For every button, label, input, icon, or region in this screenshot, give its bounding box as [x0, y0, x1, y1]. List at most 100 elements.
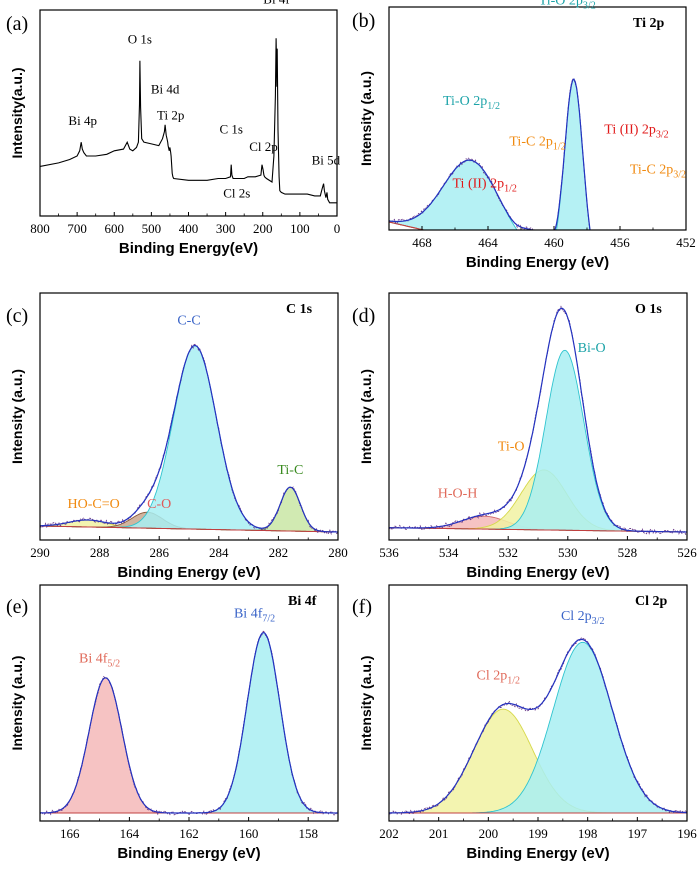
panel-f: 202 201 200 199 198 197 196 Binding Energy (eV)… — [352, 584, 697, 862]
component-label: Ti-O 2p3/2 — [539, 0, 596, 11]
x-tick-label: 600 — [105, 221, 125, 236]
x-tick-label: 526 — [677, 545, 697, 560]
component-label: Ti-O — [498, 440, 525, 455]
y-axis-label: Intensity (a.u.) — [358, 656, 374, 751]
y-axis-label: Intensity(a.u.) — [9, 67, 25, 158]
component-label: HO-C=O — [68, 497, 120, 512]
peak-annotation: Bi 4f — [263, 0, 290, 7]
x-tick-label: 284 — [209, 545, 229, 560]
peak-ti-o-2p1-2 — [389, 159, 518, 230]
panel-c: 290 288 286 284 282 280 Binding Energy (eV) Int… — [6, 292, 348, 581]
x-tick-label: 700 — [67, 221, 87, 236]
peak-annotation: Bi 5d — [312, 153, 341, 168]
component-label: Ti (II) 2p1/2 — [453, 177, 517, 195]
panel-label: (e) — [6, 596, 28, 618]
y-axis-label: Intensity (a.u.) — [9, 656, 25, 751]
y-axis-label: Intensity (a.u.) — [9, 369, 25, 464]
x-tick-label: 202 — [379, 826, 399, 841]
plot-area — [40, 629, 338, 816]
peak-ti-o-2p3-2 — [389, 78, 591, 230]
x-tick-label: 158 — [298, 826, 318, 841]
x-tick-label: 282 — [269, 545, 289, 560]
x-tick-label: 198 — [578, 826, 598, 841]
peak-annotation: Cl 2s — [223, 186, 250, 201]
x-tick-label: 201 — [429, 826, 449, 841]
panel-label: (b) — [352, 10, 375, 32]
component-label: Ti (II) 2p3/2 — [604, 122, 668, 140]
component-label: C-C — [177, 314, 200, 329]
component-label: Ti-O 2p1/2 — [443, 94, 500, 112]
component-label: Ti-C — [277, 463, 303, 478]
plot-area — [40, 38, 337, 204]
x-tick-label: 468 — [412, 235, 432, 250]
peak-annotation: Cl 2p — [249, 139, 278, 154]
component-label: H-O-H — [438, 487, 478, 502]
raw-data-line — [389, 78, 591, 230]
component-label: Ti-C 2p3/2 — [630, 163, 686, 181]
x-tick-label: 199 — [528, 826, 548, 841]
x-axis-label: Binding Energy (eV) — [117, 564, 260, 581]
panel-title: Bi 4f — [288, 594, 317, 609]
panel-label: (c) — [6, 305, 28, 327]
x-tick-label: 288 — [90, 545, 110, 560]
x-tick-label: 532 — [498, 545, 518, 560]
panel-label: (f) — [352, 596, 372, 618]
panel-a: 800 700 600 500 400 300 200 100 0 Binding Energy(… — [6, 0, 341, 257]
x-tick-label: 800 — [30, 221, 50, 236]
x-tick-label: 0 — [334, 221, 341, 236]
x-axis-label: Binding Energy (eV) — [466, 564, 609, 581]
x-tick-label: 280 — [328, 545, 348, 560]
x-axis-label: Binding Energy(eV) — [119, 240, 258, 257]
component-label: Ti-C 2p1/2 — [509, 134, 565, 152]
component-label: Bi 4f7/2 — [234, 607, 275, 625]
component-label: Cl 2p3/2 — [561, 609, 605, 627]
plot-frame — [388, 6, 687, 231]
panel-title: O 1s — [635, 302, 662, 317]
envelope-line — [40, 344, 338, 533]
envelope-line — [40, 631, 338, 814]
plot-area — [389, 305, 687, 536]
panel-b: 468 464 460 456 452 Binding Energy (eV) Intens… — [352, 0, 696, 271]
x-tick-label: 290 — [30, 545, 50, 560]
x-axis-label: Binding Energy (eV) — [117, 845, 260, 862]
peak-annotation: Bi 4d — [151, 82, 180, 97]
panel-label: (a) — [6, 13, 28, 35]
x-tick-label: 534 — [439, 545, 459, 560]
survey-line — [40, 38, 337, 204]
x-tick-label: 528 — [618, 545, 638, 560]
background-line — [40, 525, 338, 533]
x-tick-label: 300 — [216, 221, 236, 236]
plot-area — [389, 78, 591, 230]
x-tick-label: 164 — [120, 826, 140, 841]
y-axis-label: Intensity (a.u.) — [358, 71, 374, 166]
envelope-line — [389, 638, 687, 814]
x-tick-label: 166 — [60, 826, 80, 841]
peak-annotation: C 1s — [219, 121, 242, 136]
x-tick-label: 536 — [379, 545, 399, 560]
envelope-line — [389, 307, 687, 533]
x-tick-label: 456 — [610, 235, 630, 250]
x-tick-label: 162 — [179, 826, 199, 841]
component-label: C-O — [147, 497, 171, 512]
x-tick-label: 197 — [628, 826, 648, 841]
envelope-line — [389, 78, 591, 230]
component-label: Cl 2p1/2 — [477, 668, 521, 686]
panel-title: C 1s — [286, 302, 313, 317]
panel-title: Ti 2p — [633, 16, 664, 31]
x-tick-label: 460 — [544, 235, 564, 250]
panel-e: 166 164 162 160 158 Binding Energy (eV) Intens… — [6, 584, 339, 862]
plot-area — [40, 342, 338, 536]
x-tick-label: 452 — [676, 235, 696, 250]
x-tick-label: 200 — [253, 221, 273, 236]
x-tick-label: 200 — [479, 826, 499, 841]
component-label: Bi-O — [578, 341, 606, 356]
panel-label: (d) — [352, 305, 375, 327]
x-tick-label: 464 — [478, 235, 498, 250]
x-tick-label: 500 — [142, 221, 162, 236]
plot-area — [389, 637, 687, 816]
x-axis-label: Binding Energy (eV) — [466, 254, 609, 271]
panel-title: Cl 2p — [635, 594, 668, 609]
panel-d: 536 534 532 530 528 526 Binding Energy (eV) Int… — [352, 292, 697, 581]
x-tick-label: 530 — [558, 545, 578, 560]
component-label: Bi 4f5/2 — [79, 652, 120, 670]
